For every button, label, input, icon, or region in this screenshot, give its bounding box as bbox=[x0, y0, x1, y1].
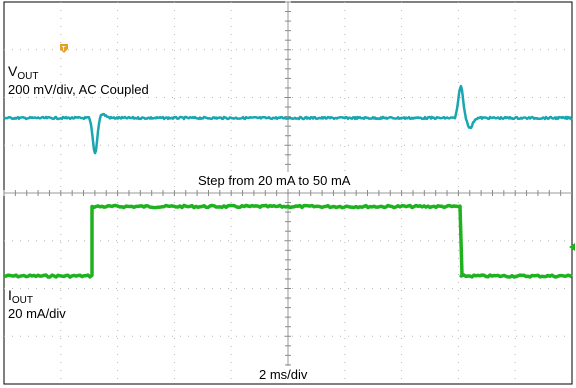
level-marker-icon bbox=[569, 243, 575, 251]
iout-trace bbox=[3, 203, 573, 279]
annotation-background bbox=[196, 172, 442, 189]
vout-label: VOUT bbox=[8, 63, 38, 82]
trigger-marker: T bbox=[60, 44, 68, 53]
timebase-label: 2 ms/div bbox=[259, 367, 308, 382]
waveforms bbox=[3, 84, 573, 279]
iout-scale-label: 20 mA/div bbox=[8, 306, 66, 321]
vout-trace bbox=[3, 84, 573, 155]
iout-label: IOUT bbox=[8, 287, 33, 306]
step-annotation: Step from 20 mA to 50 mA bbox=[198, 173, 351, 188]
vout-scale-label: 200 mV/div, AC Coupled bbox=[8, 82, 149, 97]
svg-text:T: T bbox=[62, 47, 66, 53]
timebase-background bbox=[251, 366, 331, 383]
